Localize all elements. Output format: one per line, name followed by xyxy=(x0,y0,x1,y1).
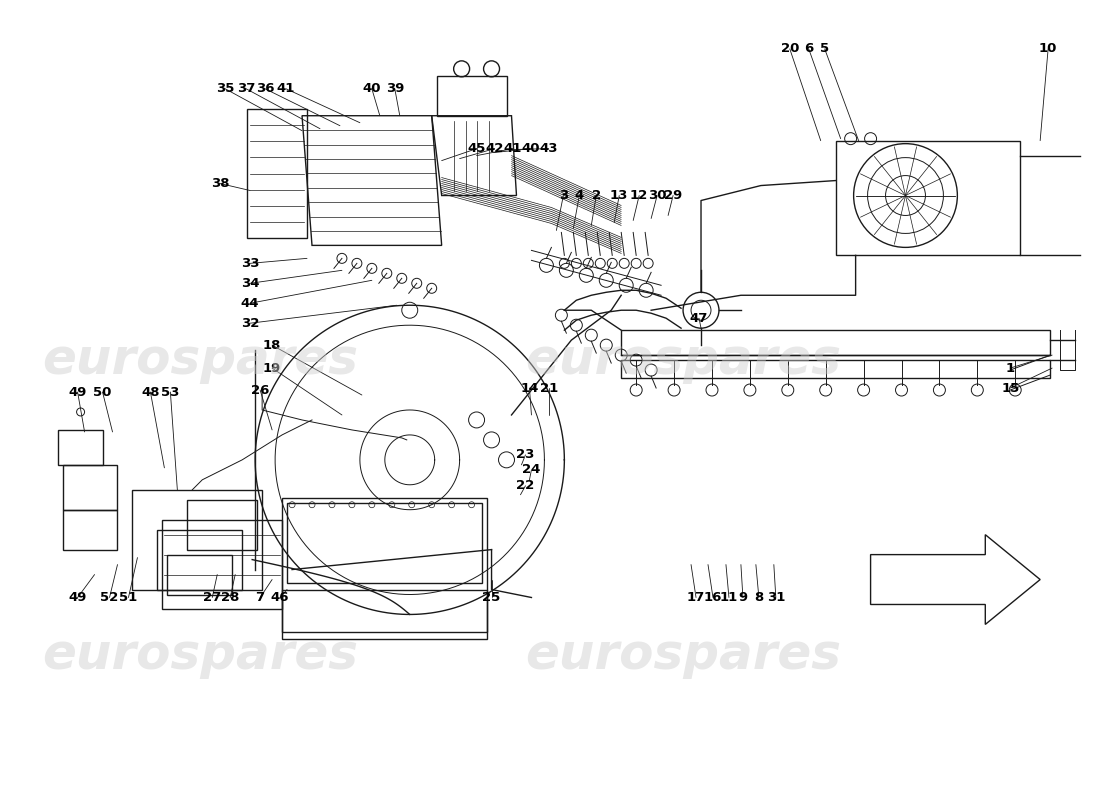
Text: 10: 10 xyxy=(1038,42,1057,55)
Bar xyxy=(282,590,486,639)
Text: eurospares: eurospares xyxy=(42,631,359,679)
Text: 8: 8 xyxy=(755,591,763,604)
Text: 46: 46 xyxy=(271,591,289,604)
Text: 14: 14 xyxy=(520,382,539,394)
Text: 21: 21 xyxy=(540,382,559,394)
Bar xyxy=(163,520,282,610)
Text: 25: 25 xyxy=(483,591,500,604)
Bar xyxy=(621,330,1050,355)
Bar xyxy=(187,500,257,550)
Text: eurospares: eurospares xyxy=(42,336,359,384)
Text: 5: 5 xyxy=(821,42,829,55)
Text: 35: 35 xyxy=(216,82,234,95)
Text: 4: 4 xyxy=(574,189,584,202)
Text: 1: 1 xyxy=(1005,362,1015,374)
Bar xyxy=(157,530,242,590)
Text: 26: 26 xyxy=(251,383,270,397)
Text: eurospares: eurospares xyxy=(525,336,842,384)
Text: 30: 30 xyxy=(648,189,667,202)
Text: 15: 15 xyxy=(1001,382,1020,394)
Text: 37: 37 xyxy=(236,82,255,95)
Text: 3: 3 xyxy=(559,189,568,202)
Bar xyxy=(437,76,506,116)
Bar xyxy=(63,465,118,510)
Text: 6: 6 xyxy=(804,42,813,55)
Text: 31: 31 xyxy=(767,591,785,604)
Text: 36: 36 xyxy=(256,82,274,95)
Text: 16: 16 xyxy=(704,591,723,604)
Text: 20: 20 xyxy=(781,42,799,55)
Text: 19: 19 xyxy=(263,362,282,374)
Text: 24: 24 xyxy=(522,463,540,476)
Text: 41: 41 xyxy=(504,142,521,155)
Text: 28: 28 xyxy=(221,591,240,604)
Text: 50: 50 xyxy=(94,386,112,398)
Text: 9: 9 xyxy=(738,591,748,604)
Text: 32: 32 xyxy=(241,317,260,330)
Bar xyxy=(248,109,307,238)
Text: 53: 53 xyxy=(162,386,179,398)
Text: 33: 33 xyxy=(241,257,260,270)
Text: 23: 23 xyxy=(516,448,535,462)
Text: 2: 2 xyxy=(592,189,601,202)
Text: 13: 13 xyxy=(610,189,628,202)
Bar xyxy=(132,490,262,590)
Text: 45: 45 xyxy=(468,142,486,155)
Text: 18: 18 xyxy=(263,338,282,352)
Text: eurospares: eurospares xyxy=(525,631,842,679)
Text: 44: 44 xyxy=(241,297,260,310)
Bar xyxy=(57,430,102,465)
Text: 49: 49 xyxy=(68,386,87,398)
Text: 34: 34 xyxy=(241,277,260,290)
Text: 39: 39 xyxy=(386,82,404,95)
Bar xyxy=(287,502,482,582)
Bar xyxy=(167,554,232,594)
Text: 22: 22 xyxy=(516,479,535,492)
Bar xyxy=(282,498,486,633)
Text: 40: 40 xyxy=(521,142,540,155)
Text: 27: 27 xyxy=(204,591,221,604)
Text: 38: 38 xyxy=(211,177,230,190)
Text: 48: 48 xyxy=(141,386,160,398)
Text: 17: 17 xyxy=(686,591,705,604)
Bar xyxy=(836,141,1020,255)
Text: 47: 47 xyxy=(690,312,708,325)
Text: 7: 7 xyxy=(255,591,265,604)
Text: 51: 51 xyxy=(119,591,138,604)
Text: 29: 29 xyxy=(664,189,682,202)
Text: 40: 40 xyxy=(363,82,381,95)
Text: 41: 41 xyxy=(277,82,295,95)
Text: 49: 49 xyxy=(68,591,87,604)
Text: 43: 43 xyxy=(539,142,558,155)
Text: 42: 42 xyxy=(485,142,504,155)
Text: 11: 11 xyxy=(719,591,738,604)
Bar xyxy=(63,510,118,550)
Text: 12: 12 xyxy=(630,189,648,202)
Bar xyxy=(621,360,1050,378)
Text: 52: 52 xyxy=(100,591,119,604)
